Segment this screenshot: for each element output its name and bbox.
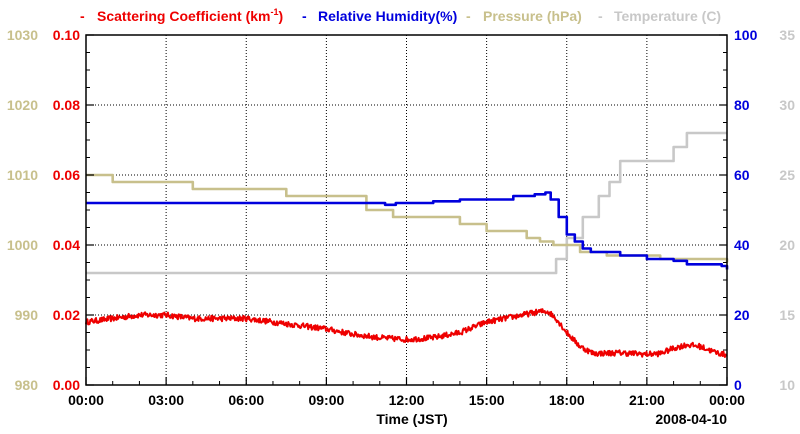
x-tick-label-2: 06:00 [228, 392, 264, 408]
pressure-tick-label-0: 980 [15, 377, 39, 393]
pressure-tick-label-2: 1000 [7, 237, 38, 253]
series-layer [85, 131, 729, 358]
x-tick-label-4: 12:00 [389, 392, 425, 408]
legend-scattering: Scattering Coefficient (km-1) [97, 7, 283, 24]
pressure-tick-label-5: 1030 [7, 27, 38, 43]
legend-pressure: Pressure (hPa) [483, 8, 582, 24]
temperature-tick-label-1: 15 [779, 307, 795, 323]
legend-marker-temp: - [598, 8, 603, 24]
legend: Scattering Coefficient (km-1) Relative H… [80, 7, 721, 24]
pressure-tick-label-4: 1020 [7, 97, 38, 113]
temperature-tick-label-2: 20 [779, 237, 795, 253]
legend-humidity: Relative Humidity(%) [318, 8, 457, 24]
legend-marker-press: - [466, 8, 471, 24]
series-relative-humidity [86, 191, 729, 270]
x-tick-label-1: 03:00 [148, 392, 184, 408]
humidity-tick-label-5: 100 [734, 27, 758, 43]
temperature-tick-label-5: 35 [779, 27, 795, 43]
legend-marker-rh: - [302, 8, 307, 24]
series-temperature [86, 131, 727, 275]
series-scattering-coefficient [85, 308, 728, 358]
scattering-tick-label-4: 0.08 [53, 97, 80, 113]
humidity-tick-label-4: 80 [734, 97, 750, 113]
scattering-tick-label-0: 0.00 [53, 377, 80, 393]
scattering-tick-label-5: 0.10 [53, 27, 80, 43]
scattering-tick-label-3: 0.06 [53, 167, 80, 183]
x-axis-label: Time (JST) [376, 411, 447, 427]
x-tick-label-7: 21:00 [629, 392, 665, 408]
humidity-tick-label-0: 0 [734, 377, 742, 393]
humidity-tick-label-1: 20 [734, 307, 750, 323]
scattering-tick-label-1: 0.02 [53, 307, 80, 323]
temperature-tick-label-0: 10 [779, 377, 795, 393]
legend-temperature: Temperature (C) [614, 8, 721, 24]
humidity-tick-label-2: 40 [734, 237, 750, 253]
legend-marker-scat: - [80, 8, 85, 24]
date-label: 2008-04-10 [655, 411, 727, 427]
x-tick-label-8: 00:00 [709, 392, 745, 408]
series-pressure [86, 173, 729, 263]
x-tick-label-0: 00:00 [68, 392, 104, 408]
temperature-tick-label-4: 30 [779, 97, 795, 113]
pressure-tick-label-1: 990 [15, 307, 39, 323]
axes-layer: 00:00 03:00 06:00 09:00 12:00 15:00 18:00 21:00… [7, 27, 795, 408]
scattering-tick-label-2: 0.04 [53, 237, 80, 253]
grid [86, 35, 727, 385]
x-tick-label-3: 09:00 [308, 392, 344, 408]
temperature-tick-label-3: 25 [779, 167, 795, 183]
x-tick-label-5: 15:00 [469, 392, 505, 408]
x-tick-label-6: 18:00 [549, 392, 585, 408]
humidity-tick-label-3: 60 [734, 167, 750, 183]
pressure-tick-label-3: 1010 [7, 167, 38, 183]
